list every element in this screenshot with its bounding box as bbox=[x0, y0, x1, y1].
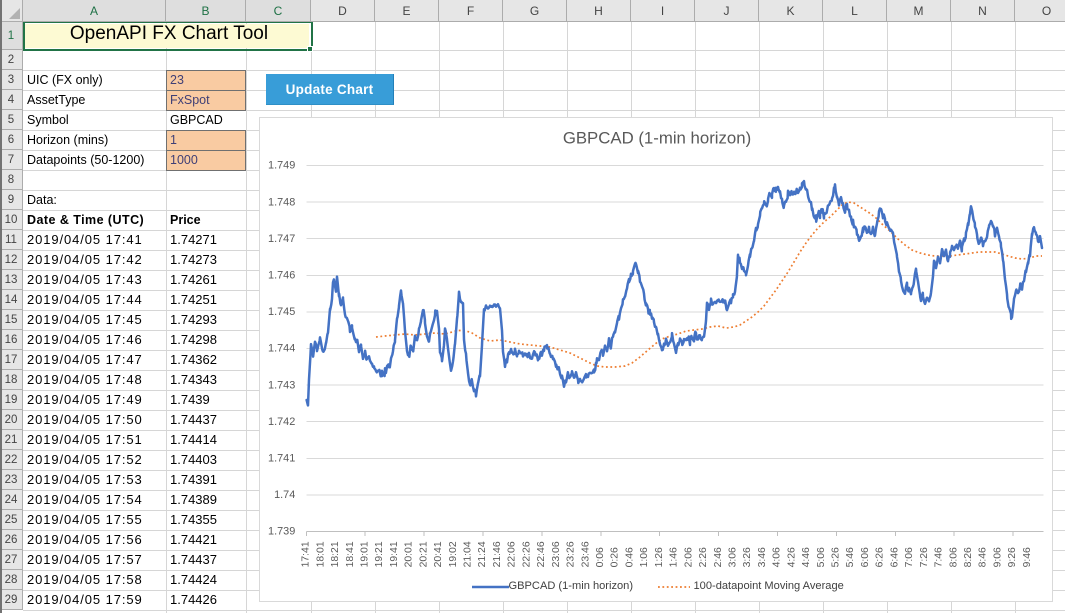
svg-text:5:06: 5:06 bbox=[816, 547, 827, 567]
svg-text:3:26: 3:26 bbox=[742, 547, 753, 567]
svg-text:7:26: 7:26 bbox=[919, 547, 930, 567]
svg-text:17:41: 17:41 bbox=[301, 541, 312, 567]
svg-text:20:21: 20:21 bbox=[418, 541, 429, 567]
svg-text:8:06: 8:06 bbox=[948, 547, 959, 567]
svg-text:9:26: 9:26 bbox=[1007, 547, 1018, 567]
svg-text:19:02: 19:02 bbox=[448, 541, 459, 567]
svg-text:5:46: 5:46 bbox=[845, 547, 856, 567]
svg-text:2:26: 2:26 bbox=[698, 547, 709, 567]
svg-text:2:46: 2:46 bbox=[713, 547, 724, 567]
svg-text:GBPCAD (1-min horizon): GBPCAD (1-min horizon) bbox=[509, 580, 634, 592]
svg-text:GBPCAD (1-min horizon): GBPCAD (1-min horizon) bbox=[563, 129, 751, 148]
svg-text:21:24: 21:24 bbox=[477, 541, 488, 567]
svg-text:1.741: 1.741 bbox=[268, 453, 295, 465]
svg-text:20:01: 20:01 bbox=[404, 541, 415, 567]
svg-text:1.743: 1.743 bbox=[268, 379, 295, 391]
svg-text:0:26: 0:26 bbox=[610, 547, 621, 567]
svg-text:1.745: 1.745 bbox=[268, 306, 295, 318]
svg-text:23:46: 23:46 bbox=[580, 541, 591, 567]
svg-text:2:06: 2:06 bbox=[683, 547, 694, 567]
svg-text:18:01: 18:01 bbox=[315, 541, 326, 567]
svg-text:22:26: 22:26 bbox=[521, 541, 532, 567]
svg-text:8:26: 8:26 bbox=[963, 547, 974, 567]
svg-text:1.739: 1.739 bbox=[268, 526, 295, 538]
svg-text:0:06: 0:06 bbox=[595, 547, 606, 567]
svg-text:22:06: 22:06 bbox=[507, 541, 518, 567]
svg-text:19:01: 19:01 bbox=[360, 541, 371, 567]
svg-text:22:46: 22:46 bbox=[536, 541, 547, 567]
svg-text:9:46: 9:46 bbox=[1022, 547, 1033, 567]
svg-text:23:26: 23:26 bbox=[566, 541, 577, 567]
svg-text:1.746: 1.746 bbox=[268, 270, 295, 282]
svg-text:1.74: 1.74 bbox=[274, 489, 295, 501]
svg-text:18:21: 18:21 bbox=[330, 541, 341, 567]
svg-text:100-datapoint Moving Average: 100-datapoint Moving Average bbox=[694, 580, 844, 592]
svg-text:7:06: 7:06 bbox=[904, 547, 915, 567]
svg-text:0:46: 0:46 bbox=[624, 547, 635, 567]
svg-text:4:46: 4:46 bbox=[801, 547, 812, 567]
svg-text:6:06: 6:06 bbox=[860, 547, 871, 567]
svg-text:1.744: 1.744 bbox=[268, 343, 295, 355]
svg-text:19:41: 19:41 bbox=[389, 541, 400, 567]
svg-text:18:41: 18:41 bbox=[345, 541, 356, 567]
svg-text:4:26: 4:26 bbox=[786, 547, 797, 567]
svg-text:1:06: 1:06 bbox=[639, 547, 650, 567]
svg-text:20:41: 20:41 bbox=[433, 541, 444, 567]
svg-text:9:06: 9:06 bbox=[992, 547, 1003, 567]
svg-text:1:46: 1:46 bbox=[669, 547, 680, 567]
svg-text:6:26: 6:26 bbox=[875, 547, 886, 567]
svg-text:3:06: 3:06 bbox=[728, 547, 739, 567]
svg-text:7:46: 7:46 bbox=[934, 547, 945, 567]
svg-text:5:26: 5:26 bbox=[831, 547, 842, 567]
svg-text:1.749: 1.749 bbox=[268, 160, 295, 172]
svg-text:6:46: 6:46 bbox=[889, 547, 900, 567]
svg-text:21:46: 21:46 bbox=[492, 541, 503, 567]
svg-text:19:21: 19:21 bbox=[374, 541, 385, 567]
svg-text:1.748: 1.748 bbox=[268, 196, 295, 208]
svg-text:4:06: 4:06 bbox=[772, 547, 783, 567]
svg-text:1.742: 1.742 bbox=[268, 416, 295, 428]
svg-text:3:46: 3:46 bbox=[757, 547, 768, 567]
svg-text:23:06: 23:06 bbox=[551, 541, 562, 567]
svg-text:21:04: 21:04 bbox=[463, 541, 474, 567]
svg-text:1:26: 1:26 bbox=[654, 547, 665, 567]
svg-text:8:46: 8:46 bbox=[978, 547, 989, 567]
svg-text:1.747: 1.747 bbox=[268, 233, 295, 245]
